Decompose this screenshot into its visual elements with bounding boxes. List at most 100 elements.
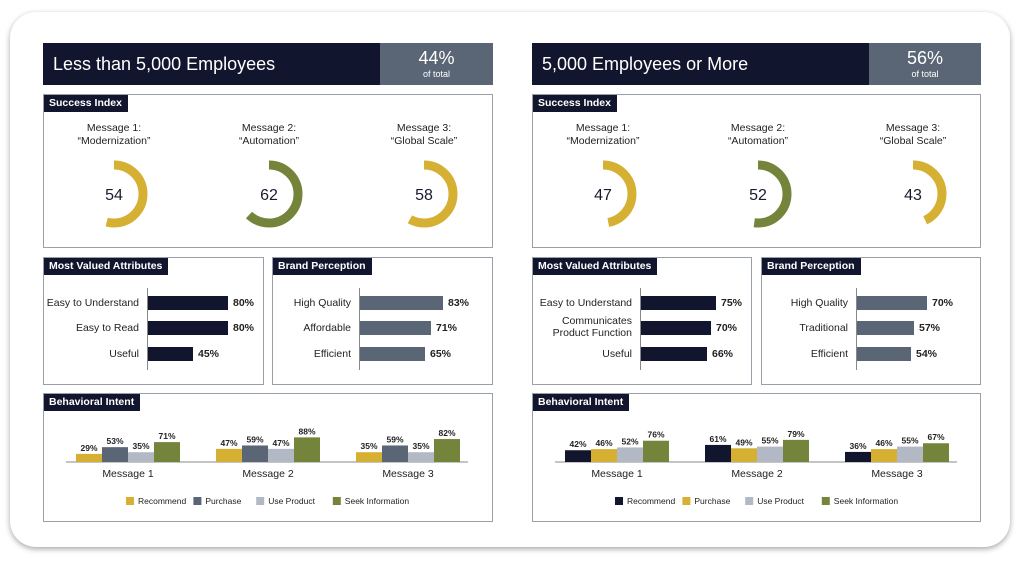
gauge-label: “Modernization” bbox=[77, 135, 151, 147]
legend-label: Purchase bbox=[694, 496, 730, 506]
bar bbox=[641, 347, 707, 361]
bar bbox=[148, 321, 228, 335]
category-label: Message 1 bbox=[102, 468, 154, 480]
section-tag: Brand Perception bbox=[762, 258, 861, 275]
gauge-label: Message 3: bbox=[396, 122, 452, 134]
bar-value: 83% bbox=[448, 297, 470, 309]
share-badge: 44% of total bbox=[380, 43, 493, 85]
gauge-label: Message 1: bbox=[575, 122, 631, 134]
bar bbox=[360, 296, 443, 310]
panel-header: Less than 5,000 Employees 44% of total bbox=[43, 43, 493, 85]
gauge-message-2: Message 2: “Automation” 52 bbox=[698, 122, 818, 234]
behavioral-intent-chart: 42% 46% 52% 76% Message 1 61% 49% 55% 79% Message… bbox=[555, 429, 957, 506]
section-tag: Behavioral Intent bbox=[533, 394, 630, 411]
intent-bar bbox=[294, 437, 320, 462]
gauge-arc bbox=[569, 160, 637, 228]
success-index-box: Success Index Message 1: “Modernization” 4… bbox=[532, 94, 981, 248]
gauge-value: 52 bbox=[749, 187, 767, 204]
intent-bar bbox=[216, 448, 242, 462]
bar-axis bbox=[147, 288, 148, 370]
panel-title: Less than 5,000 Employees bbox=[43, 43, 380, 85]
intent-bar-value: 76% bbox=[647, 430, 664, 440]
intent-bar bbox=[76, 453, 102, 462]
attributes-box: Most Valued Attributes Easy to Understan… bbox=[43, 257, 264, 385]
bar bbox=[360, 347, 425, 361]
gauge-ring: 52 bbox=[724, 160, 792, 228]
legend-label: Recommend bbox=[138, 496, 186, 506]
intent-bar-value: 55% bbox=[901, 436, 918, 446]
gauge-message-1: Message 1: “Modernization” 54 bbox=[54, 122, 174, 234]
legend-label: Purchase bbox=[205, 496, 241, 506]
success-index-box: Success Index Message 1: “Modernization” 5… bbox=[43, 94, 493, 248]
share-badge: 56% of total bbox=[869, 43, 981, 85]
intent-bar bbox=[897, 446, 923, 462]
category-label: Message 3 bbox=[871, 468, 923, 480]
intent-bar bbox=[591, 449, 617, 462]
bar-axis bbox=[359, 288, 360, 370]
bar-label: Communicates Product Function bbox=[552, 315, 632, 339]
legend-swatch bbox=[682, 497, 691, 505]
intent-bar-value: 79% bbox=[787, 429, 804, 439]
legend-swatch bbox=[332, 497, 341, 505]
gauge-label: Message 3: bbox=[885, 122, 941, 134]
gauge-ring: 54 bbox=[80, 160, 148, 228]
gauge-label: Message 2: bbox=[730, 122, 786, 134]
intent-bar bbox=[268, 448, 294, 462]
bar-label: Easy to Understand bbox=[539, 297, 632, 309]
intent-bar bbox=[757, 446, 783, 462]
bar-label: Easy to Understand bbox=[46, 297, 139, 309]
intent-bar-value: 47% bbox=[220, 438, 237, 448]
legend-swatch bbox=[256, 497, 265, 505]
gauge-arc bbox=[390, 160, 458, 228]
bar-value: 75% bbox=[721, 297, 743, 309]
gauge-label: “Modernization” bbox=[566, 135, 640, 147]
legend-label: Seek Information bbox=[345, 496, 410, 506]
gauge-message-3: Message 3: “Global Scale” 58 bbox=[364, 122, 484, 234]
intent-bar-value: 59% bbox=[386, 434, 403, 444]
bar-label: Useful bbox=[109, 348, 139, 360]
gauge-label: “Global Scale” bbox=[879, 135, 947, 147]
intent-bar bbox=[783, 439, 809, 462]
gauge-ring: 62 bbox=[235, 160, 303, 228]
intent-bar-value: 46% bbox=[875, 438, 892, 448]
gauge-label: Message 2: bbox=[241, 122, 297, 134]
gauge-label: “Global Scale” bbox=[390, 135, 458, 147]
category-label: Message 3 bbox=[382, 468, 434, 480]
section-tag: Success Index bbox=[533, 95, 617, 112]
bar-axis bbox=[640, 288, 641, 370]
panel-title: 5,000 Employees or More bbox=[532, 43, 869, 85]
intent-bar bbox=[102, 447, 128, 462]
bar bbox=[641, 321, 711, 335]
intent-bar bbox=[408, 452, 434, 462]
gauge-ring: 58 bbox=[390, 160, 458, 228]
bar-value: 57% bbox=[919, 322, 941, 334]
legend-label: Use Product bbox=[757, 496, 804, 506]
intent-bar bbox=[434, 439, 460, 462]
intent-bar bbox=[356, 452, 382, 462]
gauge-arc bbox=[879, 160, 947, 228]
panel-header: 5,000 Employees or More 56% of total bbox=[532, 43, 981, 85]
legend-swatch bbox=[193, 497, 202, 505]
legend-label: Use Product bbox=[268, 496, 315, 506]
legend-swatch bbox=[615, 497, 623, 505]
behavioral-intent-chart: 29% 53% 35% 71% Message 1 47% 59% 47% 88% Message… bbox=[66, 426, 468, 506]
bar-label: Efficient bbox=[313, 348, 351, 360]
bar-label: Affordable bbox=[303, 322, 351, 334]
intent-bar-value: 46% bbox=[595, 438, 612, 448]
bar-label: Useful bbox=[602, 348, 632, 360]
bar bbox=[148, 296, 228, 310]
section-tag: Most Valued Attributes bbox=[44, 258, 169, 275]
intent-bar-value: 71% bbox=[158, 431, 175, 441]
gauge-ring: 47 bbox=[569, 160, 637, 228]
intent-bar-value: 35% bbox=[132, 441, 149, 451]
bar-label: Efficient bbox=[810, 348, 848, 360]
bar-value: 80% bbox=[233, 297, 255, 309]
intent-bar-value: 42% bbox=[569, 439, 586, 449]
section-tag: Brand Perception bbox=[273, 258, 372, 275]
intent-bar-value: 35% bbox=[412, 441, 429, 451]
intent-bar-value: 36% bbox=[849, 441, 866, 451]
perception-box: Brand Perception High Quality 83% Affordab… bbox=[272, 257, 493, 385]
intent-bar-value: 67% bbox=[927, 432, 944, 442]
gauge-label: Message 1: bbox=[86, 122, 142, 134]
legend-swatch bbox=[126, 497, 134, 505]
